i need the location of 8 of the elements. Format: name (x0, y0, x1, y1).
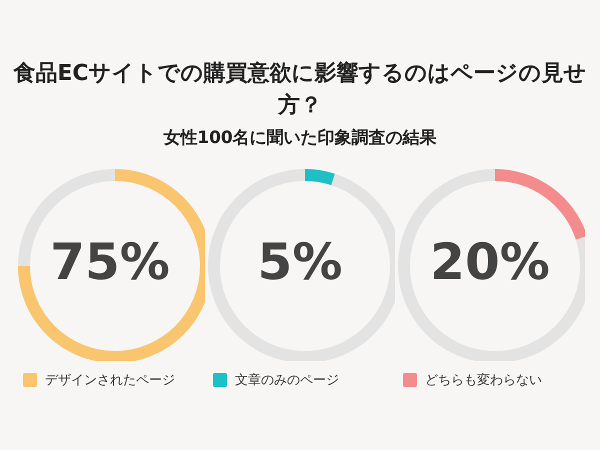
text: 食品ECサイトでの購買意欲に影響するのはページの見せ方？ (12, 60, 588, 120)
text: 5% (258, 232, 342, 291)
legend-label: デザインされたページ (45, 372, 175, 389)
text: 75% (50, 232, 170, 291)
text: 女性100名に聞いた印象調査の結果 (162, 127, 438, 149)
text: 20% (430, 232, 550, 291)
legend-label: 文章のみのページ (235, 372, 339, 389)
legend-label: どちらも変わらない (425, 372, 542, 389)
